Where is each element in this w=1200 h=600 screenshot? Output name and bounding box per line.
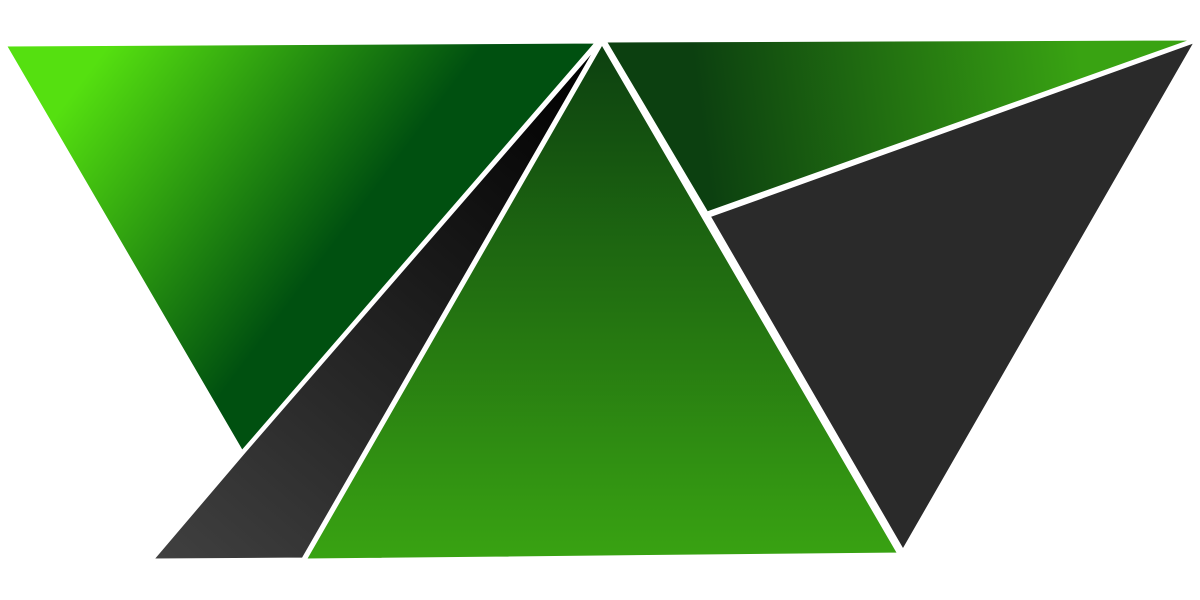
left-triangle [3, 40, 599, 454]
top-right-triangle [603, 37, 1198, 215]
right-triangle [707, 39, 1198, 553]
center-triangle [303, 41, 901, 562]
dark-sliver [150, 40, 602, 562]
